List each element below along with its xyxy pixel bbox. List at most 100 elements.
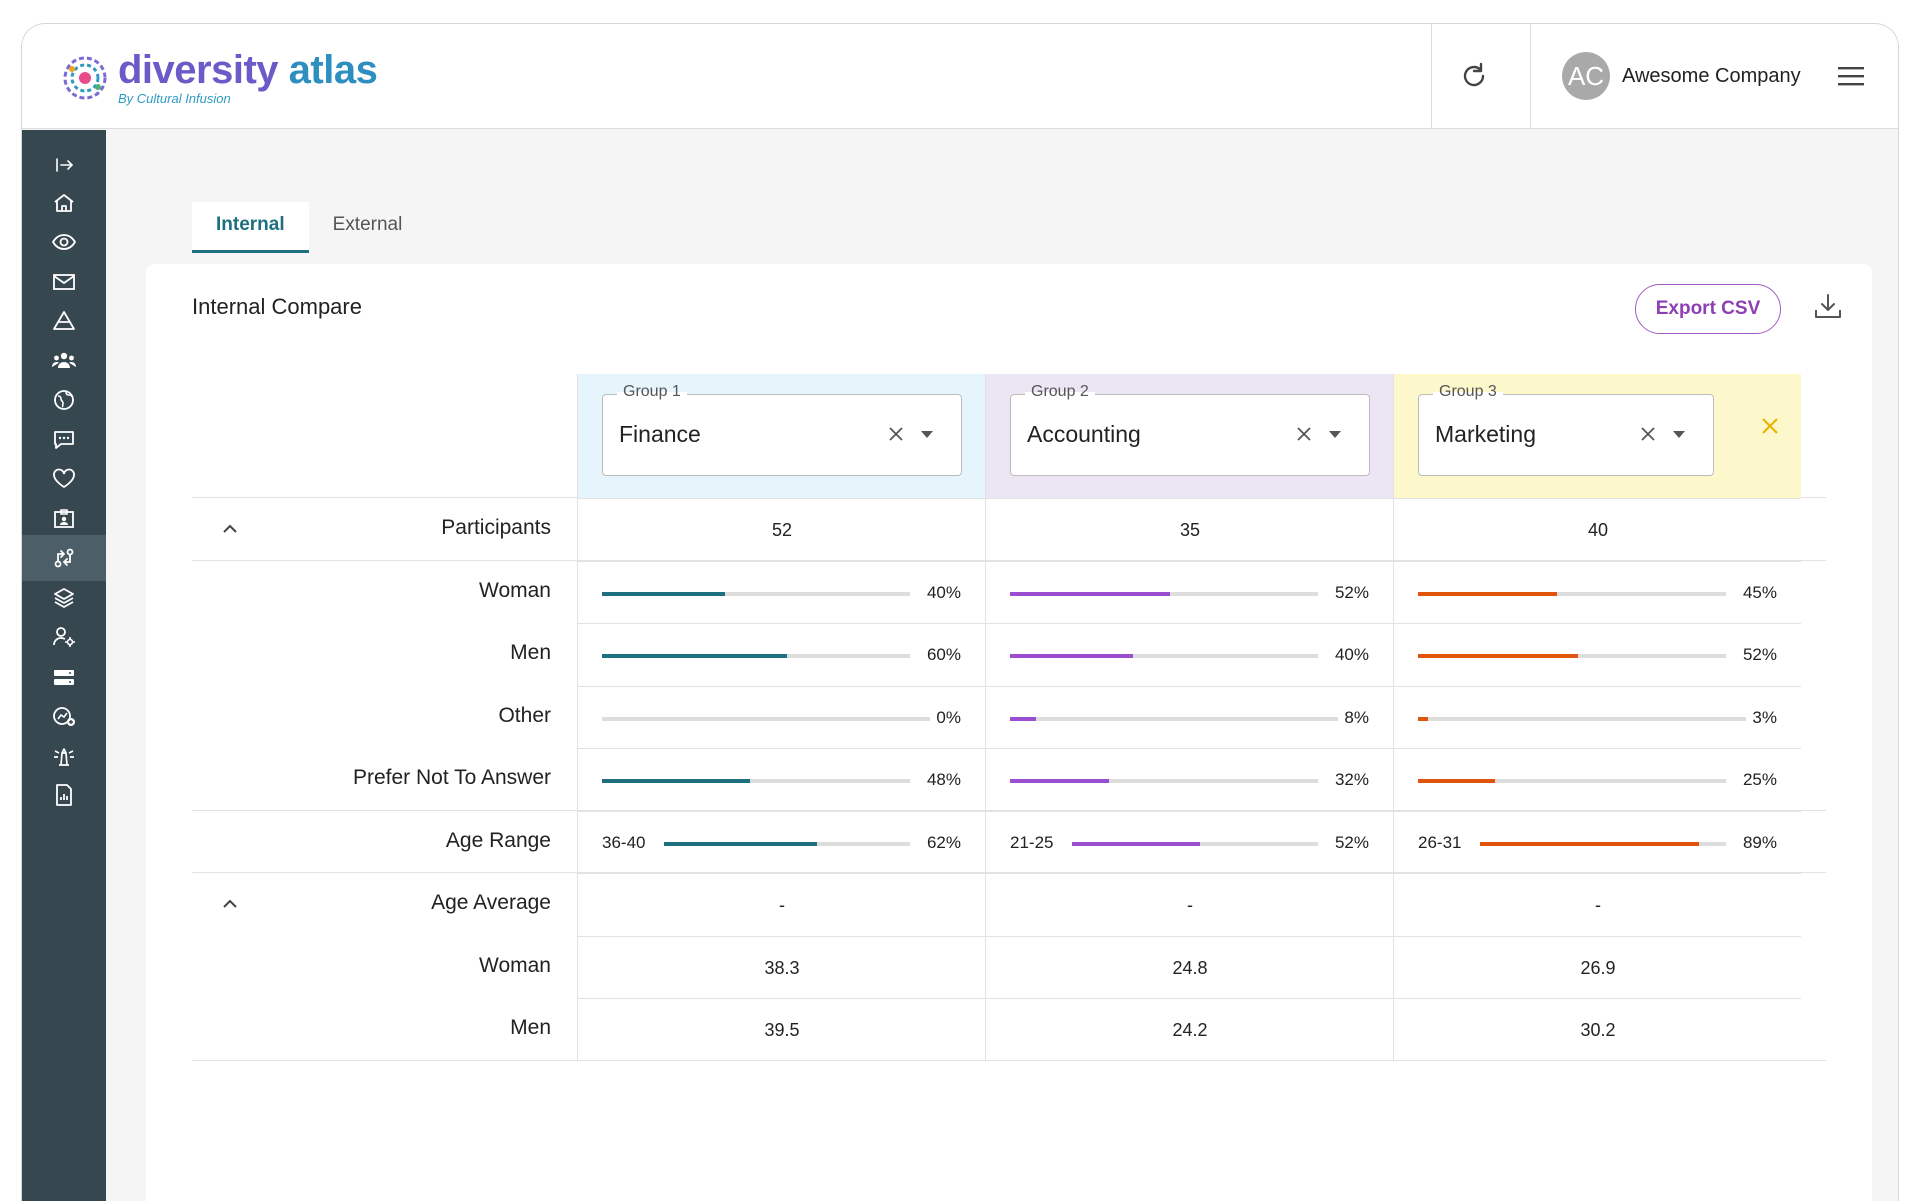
app-window: diversity atlas By Cultural Infusion AC … (21, 23, 1899, 1201)
cell-value: 40 (1587, 520, 1609, 540)
export-csv-button[interactable]: Export CSV (1635, 284, 1781, 334)
progress-fill (664, 841, 817, 846)
progress-fill (602, 591, 726, 596)
sidebar-item-hierarchy[interactable] (22, 298, 106, 344)
sidebar-item-insights[interactable] (22, 733, 106, 779)
cell-value: 24.8 (1172, 957, 1208, 978)
table-row: Participants 52 35 40 (192, 498, 1826, 561)
table-cell: 52 (577, 498, 985, 561)
table-cell: 38.3 (577, 935, 985, 998)
cell-value: 38.3 (764, 957, 800, 978)
age-range-label: 36-40 (602, 832, 646, 852)
chevron-up-icon[interactable] (220, 894, 240, 914)
progress-track (1418, 779, 1726, 783)
row-label: Age Range (445, 828, 551, 852)
progress-track (1480, 841, 1726, 846)
percentage-label: 52% (1334, 832, 1369, 852)
table-cell: 52% (1393, 623, 1801, 686)
progress-track (1010, 779, 1318, 783)
remove-group-icon[interactable] (1760, 416, 1780, 436)
group-select[interactable]: Group 2 Accounting (1010, 383, 1370, 476)
sidebar-item-messages[interactable] (22, 259, 106, 305)
group-header-row: Group 1 Finance Group 2 Accounting Group 3 Ma… (192, 374, 1826, 498)
percentage-label: 40% (926, 582, 961, 602)
user-settings-icon (53, 627, 75, 647)
table-cell: 21-25 52% (985, 810, 1393, 873)
refresh-button[interactable] (1452, 54, 1496, 98)
table-cell: - (1393, 873, 1801, 936)
logo[interactable]: diversity atlas By Cultural Infusion (62, 50, 378, 105)
dropdown-caret-icon[interactable] (1329, 431, 1341, 438)
group-select-value: Marketing (1435, 421, 1536, 447)
progress-track (1010, 654, 1318, 658)
row-label: Woman (479, 578, 551, 602)
group-column-header: Group 1 Finance (577, 374, 985, 498)
home-icon (54, 194, 74, 212)
sidebar-expand[interactable] (22, 142, 106, 188)
progress-track (1418, 654, 1726, 658)
percentage-label: 52% (1742, 645, 1777, 664)
progress-fill (1010, 716, 1037, 721)
sidebar-item-reports[interactable] (22, 772, 106, 818)
group-select[interactable]: Group 1 Finance (602, 383, 962, 476)
cell-value: 35 (1179, 520, 1201, 540)
tab-internal[interactable]: Internal (192, 202, 309, 253)
row-label: Age Average (431, 891, 551, 914)
hamburger-menu-icon[interactable] (1836, 64, 1866, 88)
pyramid-icon (53, 311, 75, 330)
download-icon[interactable] (1811, 290, 1845, 324)
age-range-label: 26-31 (1418, 832, 1462, 852)
clear-selection-icon[interactable] (1295, 425, 1313, 443)
progress-fill (1418, 779, 1495, 783)
table-cell: 24.8 (985, 935, 1393, 998)
table-cell: 39.5 (577, 998, 985, 1061)
percentage-label: 60% (926, 645, 961, 664)
percentage-label: 25% (1742, 770, 1777, 789)
sidebar-item-analytics[interactable] (22, 693, 106, 739)
group-select[interactable]: Group 3 Marketing (1418, 383, 1714, 476)
user-menu[interactable]: AC Awesome Company (1562, 52, 1801, 100)
table-cell: 26-31 89% (1393, 810, 1801, 873)
progress-track (602, 716, 930, 721)
table-cell: 25% (1393, 748, 1801, 811)
cell-value: - (779, 895, 785, 915)
logo-globe-icon (63, 56, 107, 99)
report-icon (56, 784, 72, 806)
sidebar-item-feedback[interactable] (22, 417, 106, 463)
card-title: Internal Compare (192, 294, 362, 319)
tab-external[interactable]: External (332, 214, 403, 235)
chevron-up-icon[interactable] (220, 519, 240, 539)
sidebar-item-user-settings[interactable] (22, 614, 106, 660)
progress-track (1072, 841, 1318, 846)
table-cell: 26.9 (1393, 935, 1801, 998)
progress-track (602, 779, 910, 783)
table-row: Prefer Not To Answer 48% 32% 25% (192, 748, 1826, 811)
sidebar-item-people[interactable] (22, 338, 106, 384)
sidebar-item-home[interactable] (22, 180, 106, 226)
percentage-label: 89% (1742, 832, 1777, 852)
refresh-icon (1463, 62, 1485, 87)
dropdown-caret-icon[interactable] (921, 431, 933, 438)
sidebar-item-overview[interactable] (22, 219, 106, 265)
percentage-label: 8% (1344, 707, 1369, 727)
clear-selection-icon[interactable] (1639, 425, 1657, 443)
table-cell: 40% (577, 560, 985, 623)
mail-icon (53, 274, 75, 290)
row-label: Men (510, 641, 551, 664)
clear-selection-icon[interactable] (887, 425, 905, 443)
progress-track (1010, 591, 1318, 596)
cell-value: 30.2 (1580, 1020, 1616, 1040)
sidebar-item-storage[interactable] (22, 654, 106, 700)
sidebar-item-layers[interactable] (22, 575, 106, 621)
sidebar-item-compare[interactable] (22, 535, 106, 581)
sidebar-item-global[interactable] (22, 377, 106, 423)
table-cell: - (985, 873, 1393, 936)
progress-fill (1072, 841, 1200, 846)
dropdown-caret-icon[interactable] (1673, 431, 1685, 438)
sidebar-item-profiles[interactable] (22, 496, 106, 542)
row-label: Participants (441, 516, 551, 539)
progress-fill (602, 654, 787, 658)
sidebar-item-wellbeing[interactable] (22, 456, 106, 502)
percentage-label: 48% (926, 770, 961, 789)
percentage-label: 0% (936, 707, 961, 727)
